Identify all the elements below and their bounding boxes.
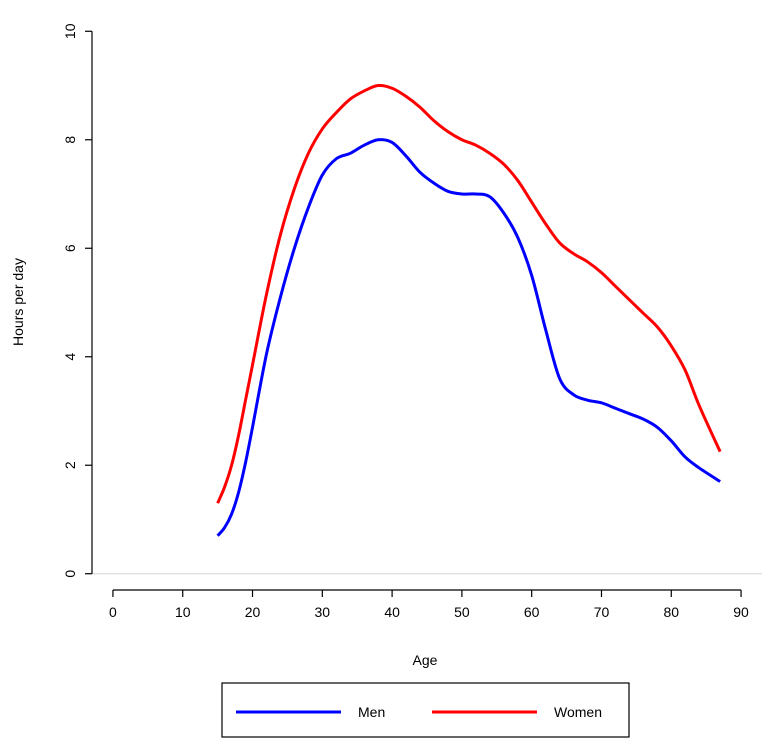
x-tick-label: 20 [245, 604, 261, 620]
y-tick-label: 8 [62, 136, 78, 144]
x-tick-label: 70 [594, 604, 610, 620]
legend: Men Women [221, 682, 630, 738]
y-tick-label: 0 [62, 570, 78, 578]
legend-label-women: Women [554, 704, 602, 720]
x-tick-label: 10 [175, 604, 191, 620]
y-tick-label: 4 [62, 353, 78, 361]
series-line-women [216, 83, 722, 504]
y-tick-label: 10 [62, 23, 78, 39]
y-tick-label: 6 [62, 244, 78, 252]
x-tick-label: 80 [663, 604, 679, 620]
x-tick-label: 40 [384, 604, 400, 620]
legend-box [221, 682, 630, 738]
y-tick-label: 2 [62, 461, 78, 469]
x-tick-label: 50 [454, 604, 470, 620]
x-tick-label: 30 [315, 604, 331, 620]
x-tick-label: 60 [524, 604, 540, 620]
x-tick-label: 0 [109, 604, 117, 620]
y-axis-title: Hours per day [10, 258, 26, 346]
series-line-men [216, 138, 721, 537]
x-tick-label: 90 [733, 604, 749, 620]
x-axis-title: Age [413, 652, 438, 668]
legend-label-men: Men [358, 704, 385, 720]
